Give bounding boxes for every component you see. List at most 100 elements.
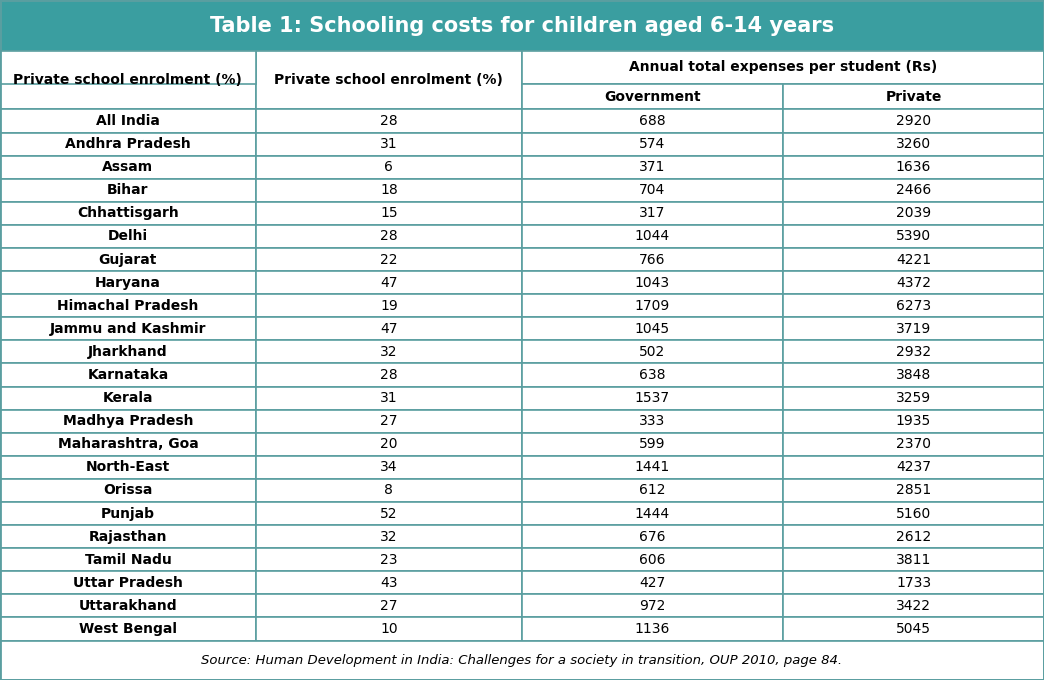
Bar	[522, 225, 783, 248]
Text: 704: 704	[639, 184, 666, 197]
Bar	[256, 409, 522, 432]
Bar	[0, 202, 256, 225]
Bar	[783, 386, 1044, 409]
Bar	[256, 294, 522, 318]
Bar	[522, 432, 783, 456]
Text: Annual total expenses per student (Rs): Annual total expenses per student (Rs)	[628, 61, 938, 74]
Bar	[256, 133, 522, 156]
Bar	[256, 456, 522, 479]
Text: 6: 6	[384, 160, 394, 174]
Bar	[256, 271, 522, 294]
Bar	[522, 479, 783, 502]
Bar	[0, 271, 256, 294]
Text: 972: 972	[639, 599, 666, 613]
Bar	[522, 156, 783, 179]
Text: 1733: 1733	[896, 576, 931, 590]
Bar	[0, 179, 256, 202]
Text: 28: 28	[380, 368, 398, 382]
Text: Bihar: Bihar	[108, 184, 148, 197]
Bar	[783, 156, 1044, 179]
Text: 3811: 3811	[896, 553, 931, 566]
Bar	[522, 502, 783, 525]
Text: 43: 43	[380, 576, 398, 590]
Bar	[256, 364, 522, 386]
Text: 599: 599	[639, 437, 666, 452]
Text: 28: 28	[380, 114, 398, 128]
Bar	[0, 479, 256, 502]
Bar	[783, 571, 1044, 594]
Text: 47: 47	[380, 275, 398, 290]
Bar	[522, 364, 783, 386]
Text: Uttar Pradesh: Uttar Pradesh	[73, 576, 183, 590]
Bar	[522, 294, 783, 318]
Text: Tamil Nadu: Tamil Nadu	[85, 553, 171, 566]
Text: 52: 52	[380, 507, 398, 521]
Bar	[783, 318, 1044, 341]
Bar	[0, 594, 256, 617]
Text: 22: 22	[380, 252, 398, 267]
Bar	[783, 617, 1044, 641]
Text: 32: 32	[380, 345, 398, 359]
Text: 612: 612	[639, 483, 666, 498]
Text: 3848: 3848	[896, 368, 931, 382]
Text: 2466: 2466	[896, 184, 931, 197]
Bar	[783, 248, 1044, 271]
Bar	[0, 248, 256, 271]
Text: All India: All India	[96, 114, 160, 128]
Bar	[256, 594, 522, 617]
Bar	[522, 386, 783, 409]
Text: 2920: 2920	[896, 114, 931, 128]
Bar	[256, 51, 522, 109]
Text: North-East: North-East	[86, 460, 170, 475]
Text: Kerala: Kerala	[102, 391, 153, 405]
Text: Uttarakhand: Uttarakhand	[78, 599, 177, 613]
Text: 1636: 1636	[896, 160, 931, 174]
Bar	[256, 179, 522, 202]
Text: 1444: 1444	[635, 507, 670, 521]
Text: 28: 28	[380, 229, 398, 243]
Bar	[522, 617, 783, 641]
Text: 4221: 4221	[896, 252, 931, 267]
Text: Delhi: Delhi	[108, 229, 148, 243]
Text: Orissa: Orissa	[103, 483, 152, 498]
Text: 3259: 3259	[896, 391, 931, 405]
Bar	[783, 133, 1044, 156]
Text: Source: Human Development in India: Challenges for a society in transition, OUP : Source: Human Development in India: Chal…	[201, 653, 843, 667]
Bar	[783, 479, 1044, 502]
Bar	[0, 386, 256, 409]
Bar	[0, 409, 256, 432]
Bar	[783, 341, 1044, 364]
Bar	[256, 386, 522, 409]
Text: 4237: 4237	[896, 460, 931, 475]
Text: Private school enrolment (%): Private school enrolment (%)	[14, 73, 242, 87]
Text: 20: 20	[380, 437, 398, 452]
Bar	[522, 202, 783, 225]
Text: 4372: 4372	[896, 275, 931, 290]
Text: 638: 638	[639, 368, 666, 382]
Text: Jharkhand: Jharkhand	[88, 345, 168, 359]
Bar	[256, 617, 522, 641]
Bar	[522, 548, 783, 571]
Bar	[0, 432, 256, 456]
Text: 1045: 1045	[635, 322, 670, 336]
Bar	[256, 202, 522, 225]
Bar	[783, 409, 1044, 432]
Bar	[0, 51, 256, 84]
Bar	[256, 225, 522, 248]
Text: Madhya Pradesh: Madhya Pradesh	[63, 414, 193, 428]
Bar	[0, 341, 256, 364]
Bar	[522, 571, 783, 594]
Bar	[0, 502, 256, 525]
Text: 6273: 6273	[896, 299, 931, 313]
Bar	[522, 271, 783, 294]
Text: 3260: 3260	[896, 137, 931, 151]
Bar	[256, 432, 522, 456]
Bar	[0, 133, 256, 156]
Bar	[0, 51, 256, 109]
Text: 317: 317	[639, 207, 666, 220]
Text: 333: 333	[639, 414, 666, 428]
Text: 27: 27	[380, 599, 398, 613]
Text: 2932: 2932	[896, 345, 931, 359]
Bar	[783, 525, 1044, 548]
Bar	[522, 594, 783, 617]
